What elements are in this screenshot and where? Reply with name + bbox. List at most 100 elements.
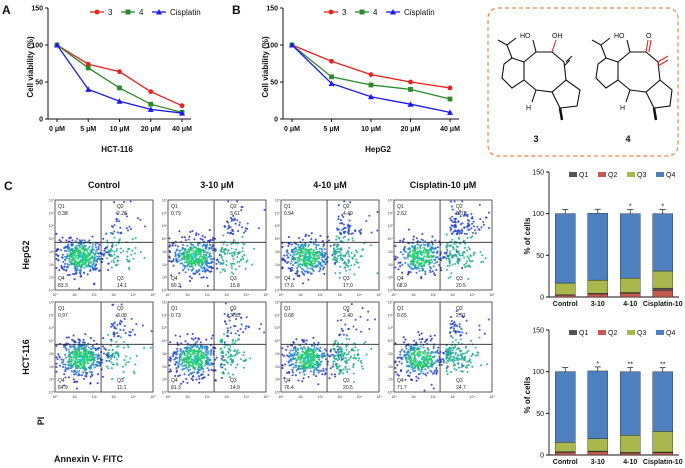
flow-event bbox=[310, 344, 313, 347]
significance-top-3: * bbox=[661, 204, 664, 211]
flow-event bbox=[204, 360, 207, 363]
flow-event bbox=[415, 347, 418, 351]
flow-event bbox=[84, 366, 87, 369]
point-a-s0-2 bbox=[117, 69, 122, 75]
flow-event bbox=[72, 248, 75, 252]
flow-event bbox=[350, 232, 353, 235]
flow-event bbox=[194, 356, 197, 360]
flow-event bbox=[419, 345, 422, 348]
flow-event bbox=[338, 350, 341, 353]
flow-event bbox=[410, 359, 413, 362]
flow-event bbox=[436, 246, 440, 249]
flow-event bbox=[463, 358, 466, 361]
flow-event bbox=[60, 358, 63, 361]
flow-event bbox=[407, 252, 410, 255]
flow-event bbox=[247, 326, 251, 329]
flow-event bbox=[336, 248, 339, 251]
flow-event bbox=[310, 364, 314, 367]
flow-event bbox=[333, 347, 336, 350]
flow-event bbox=[430, 383, 433, 386]
flow-event bbox=[304, 263, 307, 266]
flow-event bbox=[222, 354, 225, 358]
flow-event bbox=[241, 250, 244, 253]
flow-event bbox=[370, 347, 373, 350]
flow-event bbox=[458, 313, 461, 316]
flow-event bbox=[196, 340, 199, 343]
flow-event bbox=[458, 258, 461, 261]
flow-event bbox=[75, 256, 78, 259]
flow-event bbox=[241, 235, 244, 238]
flow-event bbox=[463, 226, 466, 229]
flow-event bbox=[348, 268, 352, 271]
flow-event bbox=[404, 353, 407, 357]
flow-event bbox=[71, 338, 74, 341]
bar-segment-top-2-Q4 bbox=[619, 213, 641, 279]
flow-event bbox=[339, 333, 342, 336]
flow-event bbox=[421, 352, 425, 355]
flow-event bbox=[132, 370, 135, 373]
flow-x-tick-label: 10⁴ bbox=[244, 293, 250, 297]
flow-event bbox=[75, 371, 78, 374]
flow-event bbox=[143, 346, 146, 349]
flow-x-tick-label: 10² bbox=[318, 293, 324, 297]
flow-event bbox=[178, 356, 181, 359]
flow-event bbox=[459, 254, 462, 257]
flow-event bbox=[461, 370, 464, 373]
flow-event bbox=[219, 348, 222, 351]
flow-event bbox=[415, 341, 418, 344]
flow-event bbox=[419, 247, 422, 250]
flow-event bbox=[238, 312, 241, 316]
flow-event bbox=[342, 228, 345, 231]
flow-event bbox=[451, 238, 454, 241]
flow-event bbox=[106, 354, 109, 357]
flow-event bbox=[64, 344, 67, 347]
flow-event bbox=[318, 362, 321, 365]
compound-4-structure bbox=[591, 37, 673, 121]
flow-event bbox=[318, 270, 321, 273]
flow-event bbox=[168, 251, 172, 254]
flow-event bbox=[303, 373, 306, 376]
flow-event bbox=[298, 248, 301, 251]
flow-event bbox=[74, 341, 77, 344]
q1-value: 0.97 bbox=[58, 313, 68, 319]
flow-event bbox=[355, 258, 358, 261]
flow-row-label-hepg2: HepG2 bbox=[21, 240, 31, 269]
flow-event bbox=[428, 256, 431, 259]
flow-event bbox=[189, 360, 193, 363]
significance-bot-2: ** bbox=[628, 362, 634, 369]
flow-x-tick-label: 10⁵ bbox=[263, 395, 269, 399]
flow-event bbox=[202, 255, 205, 258]
flow-event bbox=[116, 263, 119, 266]
flow-event bbox=[205, 254, 208, 257]
flow-row-label-hct116: HCT-116 bbox=[21, 339, 31, 375]
flow-event bbox=[409, 363, 413, 366]
flow-event bbox=[75, 357, 78, 360]
flow-event bbox=[337, 204, 340, 207]
bar-y-tick-label-top-2: 100 bbox=[532, 211, 544, 218]
flow-event bbox=[281, 259, 284, 262]
flow-event bbox=[432, 265, 435, 268]
flow-event bbox=[113, 223, 116, 227]
flow-event bbox=[320, 360, 323, 363]
flow-event bbox=[432, 255, 435, 258]
flow-event bbox=[344, 366, 347, 369]
flow-event bbox=[236, 219, 239, 222]
compound-label-4: 4 bbox=[625, 134, 630, 144]
flow-event bbox=[414, 350, 417, 353]
flow-event bbox=[223, 248, 226, 251]
flow-event bbox=[190, 337, 193, 340]
q2-value: 2.28 bbox=[117, 211, 127, 217]
flow-event bbox=[193, 366, 197, 369]
flow-event bbox=[281, 347, 284, 350]
h-bond-3 bbox=[531, 89, 537, 103]
flow-event bbox=[68, 259, 71, 263]
flow-event bbox=[61, 267, 64, 270]
flow-event bbox=[418, 350, 421, 353]
flow-x-tick-label: 10⁴ bbox=[131, 395, 137, 399]
flow-event bbox=[105, 251, 108, 254]
flow-event bbox=[126, 250, 129, 253]
flow-event bbox=[334, 375, 337, 378]
flow-event bbox=[205, 338, 208, 341]
flow-event bbox=[402, 238, 405, 241]
flow-event bbox=[476, 351, 479, 354]
